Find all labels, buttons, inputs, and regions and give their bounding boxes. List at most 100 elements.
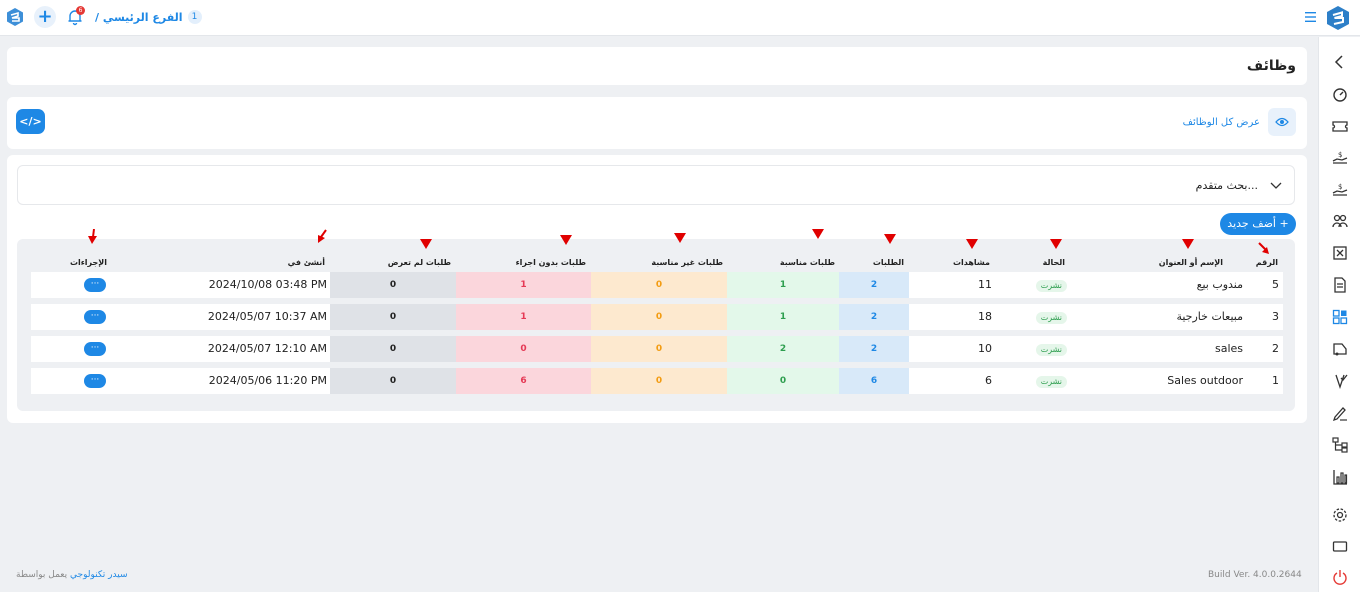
cell-title: مبيعات خارجية [1176, 310, 1243, 323]
settings-gear-icon[interactable] [1331, 506, 1349, 524]
col-header-views[interactable]: مشاهدات [952, 258, 990, 267]
menu-icon[interactable] [1305, 11, 1316, 23]
cell-not-viewed: 0 [330, 336, 456, 362]
cell-number: 1 [1272, 374, 1279, 387]
table-row: 1 Sales outdoor 6 6 0 0 6 0 2024/05/06 11:20 PM ن… [31, 368, 1283, 394]
col-header-title[interactable]: الإسم أو العنوان [1158, 258, 1223, 267]
signature-pen-icon[interactable] [1331, 404, 1349, 422]
col-header-number[interactable]: الرقم [1255, 258, 1278, 267]
top-bar: + 6 1 الفرع الرئيسي / [0, 0, 1360, 36]
cell-no-action: 1 [456, 304, 591, 330]
cell-applications: 6 [839, 368, 909, 394]
col-header-suitable[interactable]: طلبات مناسبة [779, 258, 835, 267]
org-chart-icon[interactable] [1331, 436, 1349, 454]
chevron-down-icon [1270, 182, 1282, 189]
table-row: 5 مندوب بيع 11 2 1 0 1 0 2024/10/08 03:48 PM نشرت… [31, 272, 1283, 298]
cell-unsuitable: 0 [591, 272, 727, 298]
branch-breadcrumb[interactable]: 1 الفرع الرئيسي / [95, 10, 202, 24]
cell-no-action: 0 [456, 336, 591, 362]
svg-text:$: $ [1338, 151, 1342, 159]
cell-applications: 2 [839, 304, 909, 330]
row-actions-button[interactable]: ··· [84, 374, 106, 388]
cell-applications: 2 [839, 336, 909, 362]
cell-created-at: 2024/05/06 11:20 PM [208, 374, 327, 387]
col-header-not-viewed[interactable]: طلبات لم تعرض [387, 258, 451, 267]
status-badge: نشرت [1035, 312, 1067, 324]
cell-created-at: 2024/10/08 03:48 PM [208, 278, 327, 291]
col-header-status[interactable]: الحالة [1042, 258, 1065, 267]
cell-title: Sales outdoor [1167, 374, 1243, 387]
status-badge: نشرت [1035, 280, 1067, 292]
page-title: وظائف [1246, 58, 1296, 74]
money-hand-icon[interactable]: $ [1331, 148, 1349, 166]
footer-company-link[interactable]: سيدر تكنولوجي [70, 570, 128, 580]
cell-views: 18 [978, 310, 992, 323]
row-actions-button[interactable]: ··· [84, 342, 106, 356]
monitor-icon[interactable] [1331, 538, 1349, 556]
code-button[interactable]: </> [16, 109, 45, 134]
col-header-created-at[interactable]: أنشئ في [287, 258, 325, 267]
col-header-actions[interactable]: الإجراءات [69, 258, 107, 267]
cell-views: 6 [985, 374, 992, 387]
eye-icon [1268, 108, 1296, 136]
jobs-card: بحث متقدم... + أضف جديد الرقم الإسم أو ا… [7, 155, 1307, 423]
table-row: 2 sales 10 2 2 0 0 0 2024/05/07 12:10 AM نشرت ··· [31, 336, 1283, 362]
cell-title: sales [1214, 342, 1243, 355]
app-logo-icon[interactable] [5, 7, 25, 27]
team-users-icon[interactable] [1331, 212, 1349, 230]
add-grid-icon[interactable] [1331, 308, 1349, 326]
footer-build-version: Build Ver. 4.0.0.2644 [1208, 570, 1302, 580]
status-badge: نشرت [1035, 344, 1067, 356]
annotation-arrow [420, 239, 432, 249]
payroll-hand-icon[interactable]: $ [1331, 180, 1349, 198]
cell-title: مندوب بيع [1196, 278, 1243, 291]
cell-unsuitable: 0 [591, 304, 727, 330]
cell-views: 10 [978, 342, 992, 355]
dashboard-gauge-icon[interactable] [1331, 85, 1349, 103]
cell-suitable: 1 [727, 272, 839, 298]
row-actions-button[interactable]: ··· [84, 278, 106, 292]
ticket-icon[interactable] [1331, 117, 1349, 135]
col-header-unsuitable[interactable]: طلبات غير مناسبة [651, 258, 723, 267]
view-all-link[interactable]: عرض كل الوظائف [1183, 108, 1296, 136]
annotation-arrow [1258, 242, 1269, 254]
cell-not-viewed: 0 [330, 272, 456, 298]
branch-label: الفرع الرئيسي / [95, 10, 183, 24]
view-all-label: عرض كل الوظائف [1182, 116, 1260, 128]
power-icon[interactable] [1331, 568, 1349, 586]
table-row: 3 مبيعات خارجية 18 2 1 0 1 0 2024/05/07 10:37 AM… [31, 304, 1283, 330]
annotation-arrow [884, 234, 896, 244]
vehicle-icon[interactable] [1331, 340, 1349, 358]
add-icon[interactable]: + [34, 6, 56, 28]
cell-suitable: 1 [727, 304, 839, 330]
cell-created-at: 2024/05/07 10:37 AM [207, 310, 327, 323]
col-header-applications[interactable]: الطلبات [872, 258, 904, 267]
view-options-card: </> عرض كل الوظائف [7, 97, 1307, 149]
annotation-arrow [1182, 239, 1194, 249]
cell-no-action: 6 [456, 368, 591, 394]
document-icon[interactable] [1331, 276, 1349, 294]
row-actions-button[interactable]: ··· [84, 310, 106, 324]
brand-logo-icon[interactable] [1326, 5, 1350, 31]
cell-number: 3 [1272, 310, 1279, 323]
cell-suitable: 0 [727, 368, 839, 394]
badge-check-icon[interactable] [1331, 372, 1349, 390]
excel-file-icon[interactable] [1331, 244, 1349, 262]
annotation-arrow [966, 239, 978, 249]
annotation-arrow [560, 235, 572, 245]
col-header-no-action[interactable]: طلبات بدون اجراء [515, 258, 586, 267]
cell-suitable: 2 [727, 336, 839, 362]
advanced-search-toggle[interactable]: بحث متقدم... [17, 165, 1295, 205]
cell-views: 11 [978, 278, 992, 291]
cell-applications: 2 [839, 272, 909, 298]
annotation-arrow [88, 229, 97, 244]
cell-not-viewed: 0 [330, 368, 456, 394]
add-new-button[interactable]: + أضف جديد [1220, 213, 1296, 235]
notification-badge: 6 [76, 6, 85, 15]
footer-powered-label: يعمل بواسطة [16, 570, 68, 580]
bar-chart-icon[interactable] [1331, 468, 1349, 486]
chevron-left-icon[interactable] [1331, 53, 1349, 71]
annotation-arrow [674, 233, 686, 243]
bell-icon[interactable] [66, 8, 84, 26]
cell-created-at: 2024/05/07 12:10 AM [207, 342, 327, 355]
